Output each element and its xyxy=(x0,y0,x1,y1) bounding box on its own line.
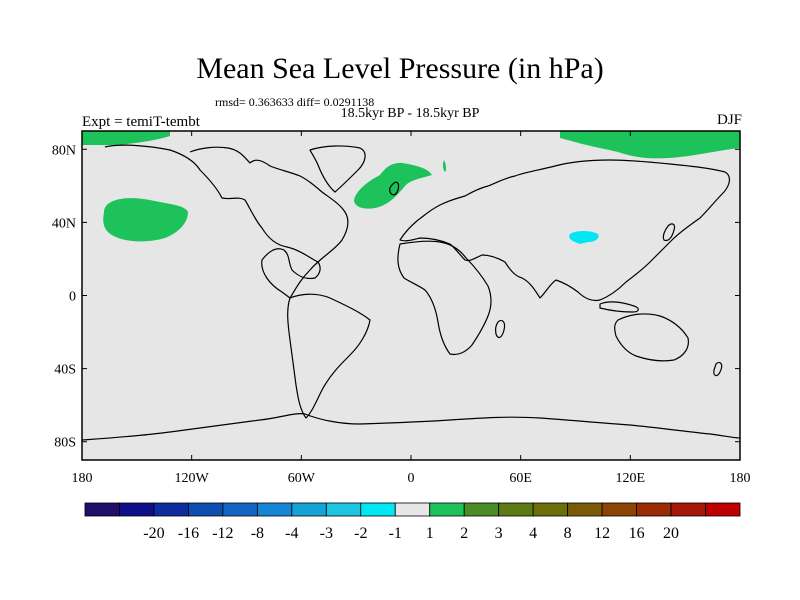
lat-tick-label: 40N xyxy=(52,216,76,231)
map-background xyxy=(82,131,740,460)
lon-tick-label: 180 xyxy=(730,471,751,486)
lon-tick-label: 180 xyxy=(72,471,93,486)
colorbar-label: -12 xyxy=(212,525,233,542)
lat-tick-label: 40S xyxy=(54,363,76,378)
colorbar-label: -2 xyxy=(354,525,367,542)
colorbar-swatch xyxy=(463,502,500,517)
colorbar-label: -16 xyxy=(178,525,199,542)
colorbar-label: -1 xyxy=(389,525,402,542)
africa-coast xyxy=(397,240,492,356)
greenland-coast xyxy=(309,145,366,193)
colorbar-swatch xyxy=(256,502,293,517)
colorbar-swatch xyxy=(360,502,396,517)
colorbar-swatch xyxy=(291,502,327,517)
indonesia-coast xyxy=(599,301,639,313)
madagascar-coast xyxy=(495,319,506,339)
colorbar-label: -20 xyxy=(143,525,164,542)
colorbar-swatch xyxy=(222,502,258,517)
map-content xyxy=(82,131,740,441)
south-america-coast xyxy=(287,293,371,419)
colorbar-swatch xyxy=(394,502,431,517)
colorbar-swatch xyxy=(498,502,534,517)
antarctica-coast xyxy=(82,413,740,441)
north-atlantic-positive-region xyxy=(354,162,432,209)
lat-tick-label: 80N xyxy=(52,143,76,158)
colorbar-label: 16 xyxy=(629,525,645,542)
scandinavia-positive-region xyxy=(442,160,447,172)
lon-tick-label: 120E xyxy=(616,471,646,486)
colorbar-swatch xyxy=(325,502,362,517)
colorbar-swatch xyxy=(636,502,672,517)
longitude-axis: 180 120W 60W 0 60E 120E 180 xyxy=(72,131,751,486)
japan-coast xyxy=(662,223,676,242)
colorbar-swatch xyxy=(188,502,224,517)
colorbar-label: 8 xyxy=(564,525,572,542)
colorbar-swatch xyxy=(705,502,741,517)
statistics-label: rmsd= 0.363633 diff= 0.0291138 xyxy=(215,95,375,109)
colorbar-swatch xyxy=(429,502,465,517)
colorbar-label: 20 xyxy=(663,525,679,542)
map-subtitle: 18.5kyr BP - 18.5kyr BP xyxy=(340,106,480,121)
colorbar-swatch xyxy=(153,502,189,517)
colorbar-swatch xyxy=(601,502,637,517)
colorbar-swatch xyxy=(119,502,155,517)
tibet-negative-region xyxy=(569,231,599,244)
colorbar-swatch xyxy=(670,502,706,517)
eurasia-coast xyxy=(399,159,730,302)
experiment-label: Expt = temiT-tembt xyxy=(82,114,200,130)
latitude-axis: 80N 40N 0 40S 80S xyxy=(52,143,740,451)
colorbar-label: 12 xyxy=(594,525,610,542)
lon-tick-label: 60W xyxy=(288,471,316,486)
colorbar-label: -4 xyxy=(285,525,298,542)
map-title: Mean Sea Level Pressure (in hPa) xyxy=(196,52,604,85)
north-pacific-positive-region xyxy=(103,198,188,242)
lat-tick-label: 80S xyxy=(54,436,76,451)
colorbar-label: 1 xyxy=(426,525,434,542)
coastlines xyxy=(82,144,740,441)
new-zealand-coast xyxy=(713,361,723,377)
colorbar-label: -8 xyxy=(251,525,264,542)
colorbar-labels: -20 -16 -12 -8 -4 -3 -2 -1 1 2 3 4 8 12 16 20 xyxy=(143,525,679,542)
lon-tick-label: 60E xyxy=(509,471,532,486)
lat-tick-label: 0 xyxy=(69,290,76,305)
lon-tick-label: 0 xyxy=(408,471,415,486)
british-isles-coast xyxy=(389,181,400,196)
colorbar-swatch xyxy=(84,502,120,517)
colorbar-swatch xyxy=(567,502,603,517)
season-label: DJF xyxy=(716,112,742,128)
north-america-coast xyxy=(104,144,349,299)
arctic-siberia-positive-region xyxy=(560,131,740,159)
lon-tick-label: 120W xyxy=(175,471,210,486)
colorbar-label: 3 xyxy=(495,525,503,542)
colorbar-swatch xyxy=(532,502,569,517)
australia-coast xyxy=(614,313,689,362)
colorbar xyxy=(84,502,741,517)
arctic-alaska-positive-region xyxy=(82,131,170,146)
colorbar-label: 4 xyxy=(529,525,537,542)
colorbar-label: 2 xyxy=(460,525,468,542)
colorbar-label: -3 xyxy=(320,525,333,542)
